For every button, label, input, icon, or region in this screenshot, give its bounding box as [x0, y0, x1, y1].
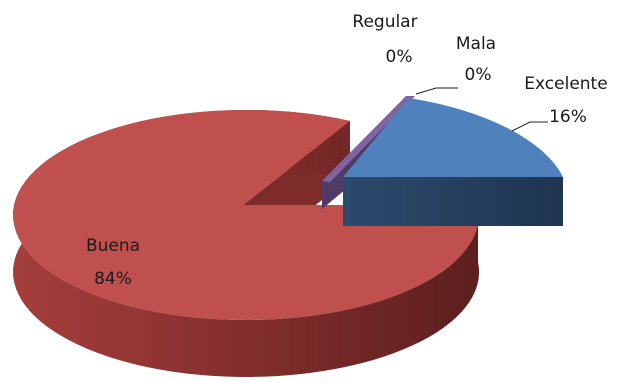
slice-excelente [343, 98, 563, 226]
label-buena-percent: 84% [94, 269, 132, 289]
label-mala-category: Mala [456, 34, 496, 54]
slice-buena-top [13, 109, 480, 320]
label-regular-category: Regular [352, 12, 417, 32]
slice-regular-top [322, 96, 415, 182]
slice-excelente-side [343, 177, 563, 226]
leader-line-mala [415, 87, 458, 95]
label-excelente-category: Excelente [524, 74, 607, 94]
label-buena-category: Buena [86, 236, 140, 256]
label-excelente-percent: 16% [549, 107, 587, 127]
leader-line-excelente [511, 121, 548, 132]
slice-buena [13, 109, 480, 377]
label-regular-percent: 0% [386, 47, 413, 67]
slice-excelente-top [343, 98, 563, 177]
label-mala-percent: 0% [465, 65, 492, 85]
